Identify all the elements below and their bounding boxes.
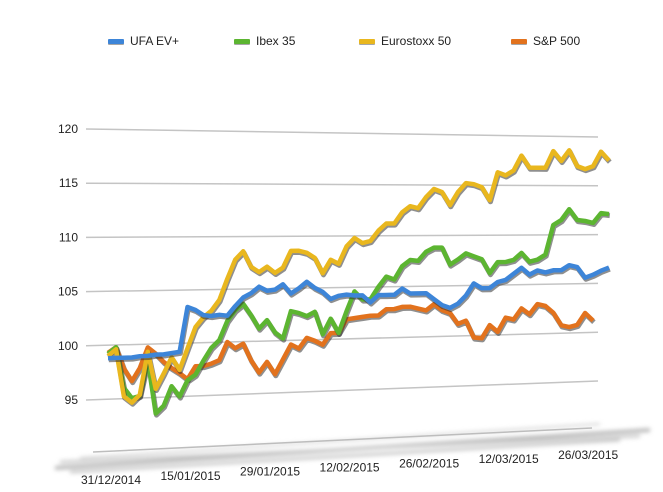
legend-item-ibex-35: Ibex 35 <box>234 34 295 48</box>
x-tick-label: 31/12/2014 <box>81 473 141 487</box>
legend-label: Eurostoxx 50 <box>381 34 452 48</box>
legend-label: UFA EV+ <box>130 34 180 48</box>
x-tick-label: 29/01/2015 <box>240 465 300 479</box>
gridline <box>85 233 599 239</box>
gridline <box>85 380 599 401</box>
series-ufa-ev- <box>107 262 611 363</box>
x-tick-label: 26/02/2015 <box>399 456 459 470</box>
legend-swatch <box>359 38 375 44</box>
series-line-shadow <box>107 149 612 407</box>
legend-label: S&P 500 <box>533 34 581 48</box>
gridline <box>85 282 599 293</box>
x-tick-label: 15/01/2015 <box>160 469 220 483</box>
gridline <box>85 331 599 347</box>
y-tick-label: 115 <box>59 176 78 190</box>
y-tick-label: 120 <box>58 122 78 136</box>
gridline <box>85 128 599 138</box>
series-line <box>107 262 610 361</box>
series-line <box>106 148 611 405</box>
x-tick-label: 12/02/2015 <box>320 461 380 475</box>
floor-axis-line <box>92 427 593 453</box>
x-tick-label: 12/03/2015 <box>479 452 539 466</box>
legend: UFA EV+ Ibex 35 Eurostoxx 50 S&P 500 <box>0 34 663 50</box>
legend-swatch <box>234 38 250 44</box>
legend-swatch <box>108 38 124 44</box>
legend-item-eurostoxx-50: Eurostoxx 50 <box>359 34 451 48</box>
legend-item-sp-500: S&P 500 <box>511 34 580 48</box>
legend-label: Ibex 35 <box>256 34 296 48</box>
gridline <box>85 182 599 187</box>
legend-item-ufa-ev: UFA EV+ <box>108 34 179 48</box>
legend-swatch <box>511 38 527 44</box>
x-tick-label: 26/03/2015 <box>558 448 618 462</box>
y-tick-label: 110 <box>59 230 78 244</box>
chart-floor <box>54 423 651 474</box>
y-tick-label: 105 <box>58 285 78 299</box>
y-tick-label: 100 <box>58 339 78 353</box>
series-eurostoxx-50 <box>106 148 612 407</box>
y-tick-label: 95 <box>65 393 79 407</box>
